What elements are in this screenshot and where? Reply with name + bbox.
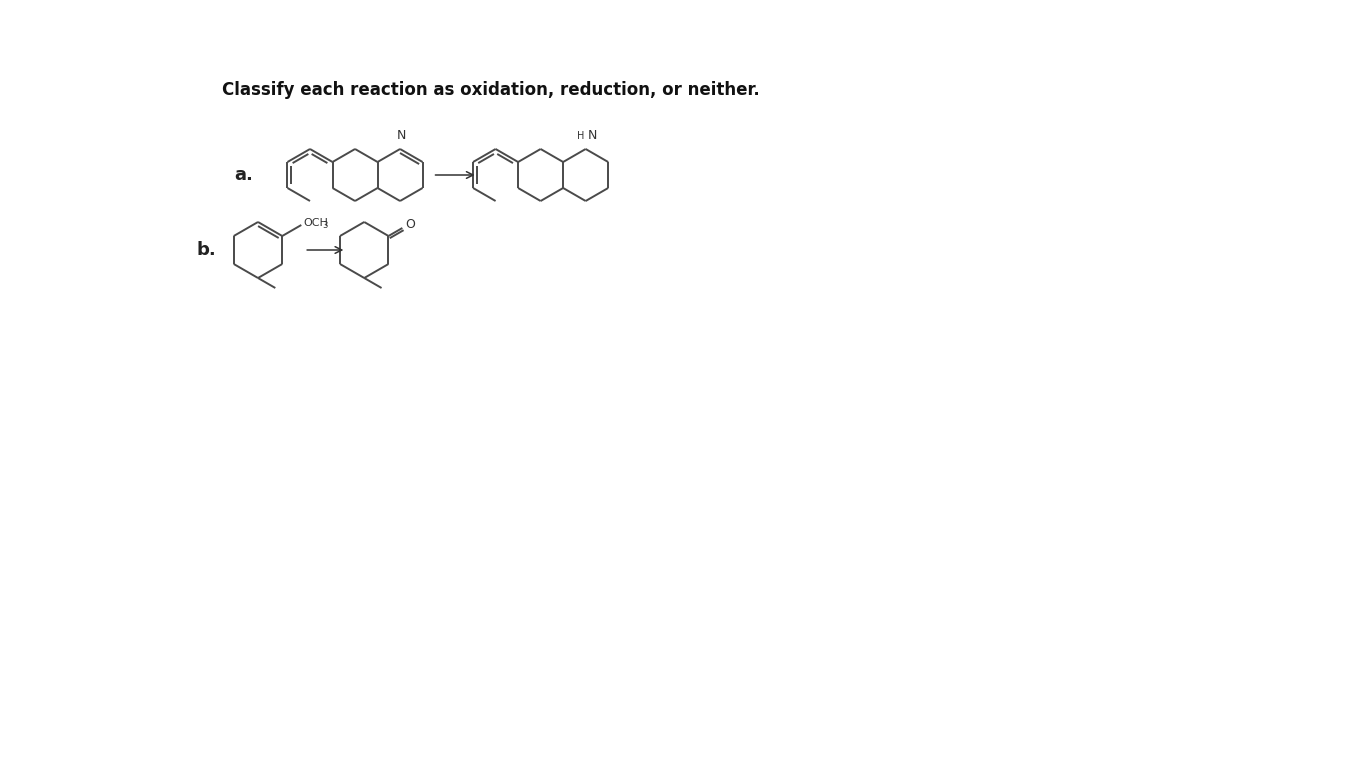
Text: 3: 3 — [322, 221, 328, 230]
Text: Classify each reaction as oxidation, reduction, or neither.: Classify each reaction as oxidation, red… — [223, 81, 759, 99]
Text: N: N — [396, 129, 406, 142]
Text: H: H — [578, 131, 585, 141]
Text: N: N — [587, 129, 597, 142]
Text: OCH: OCH — [303, 218, 328, 228]
Text: a.: a. — [234, 166, 253, 184]
Text: O: O — [406, 219, 415, 231]
Text: b.: b. — [195, 241, 216, 259]
